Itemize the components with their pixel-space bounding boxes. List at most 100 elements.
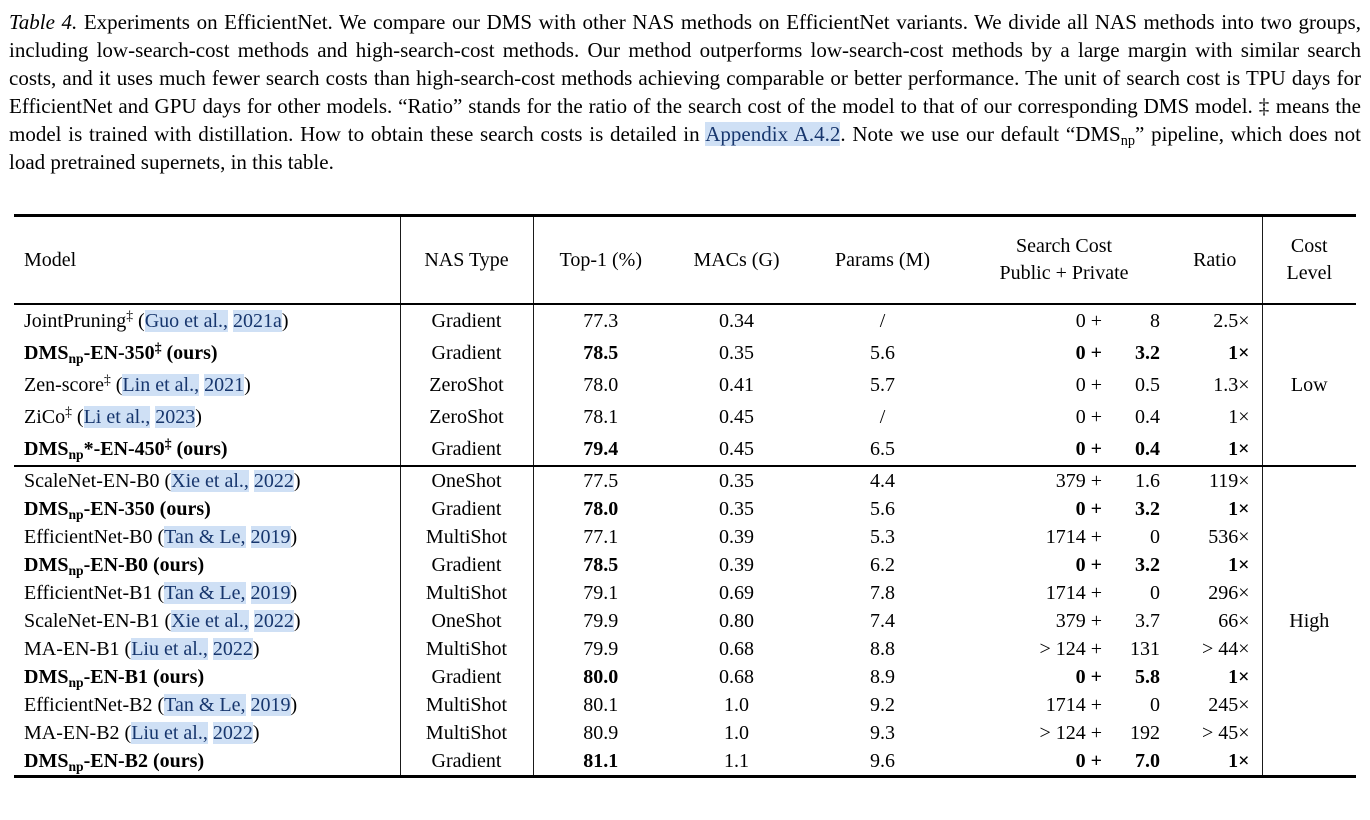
top1-cell: 80.0 (583, 666, 619, 688)
table-row: EfficientNet-B0 (Tan & Le, 2019) MultiSho… (14, 523, 1356, 551)
search-cost-public: 1714 + (1045, 526, 1102, 548)
macs-cell: 0.41 (719, 374, 754, 396)
text-segment: EfficientNet-B0 ( (24, 526, 165, 548)
params-cell: 5.3 (870, 526, 895, 548)
params-cell: 6.2 (870, 554, 895, 576)
nas-type-cell: OneShot (400, 607, 534, 635)
citation-link[interactable]: 2019 (250, 526, 291, 548)
citation-link[interactable]: Liu et al., (131, 722, 208, 744)
search-cost-private: 0 (1150, 582, 1160, 604)
search-cost-header-line2: Public + Private (999, 262, 1129, 284)
model-cell: DMSnp-EN-350 (ours) (14, 495, 401, 523)
citation-link[interactable]: Xie et al., (171, 610, 249, 632)
search-cost-public: 379 + (1055, 610, 1102, 632)
table-row: Zen-score‡ (Lin et al., 2021) ZeroShot 78.… (14, 369, 1356, 401)
citation-link[interactable]: Guo et al., (144, 310, 229, 332)
citation-link[interactable]: Tan & Le, (164, 694, 246, 716)
table-row: DMSnp*-EN-450‡ (ours) Gradient 79.4 0.45 6.5… (14, 433, 1356, 466)
search-cost-cell: > 124 + 192 (960, 719, 1168, 747)
column-header-params: Params (M) (805, 215, 960, 305)
macs-cell: 1.1 (724, 750, 749, 772)
column-header-model: Model (14, 215, 401, 305)
search-cost-private: 3.2 (1135, 498, 1160, 520)
nas-type-cell: MultiShot (400, 719, 534, 747)
top1-cell: 79.4 (583, 438, 619, 460)
text-segment (246, 694, 251, 716)
search-cost-public: 0 + (1075, 438, 1102, 460)
citation-link[interactable]: 2022 (253, 610, 294, 632)
text-segment: DMS (24, 554, 69, 576)
search-cost-public: 0 + (1075, 666, 1102, 688)
search-cost-header-line1: Search Cost (1015, 235, 1113, 257)
cost-level-cell: Low (1261, 304, 1356, 466)
appendix-link[interactable]: Appendix A.4.2 (705, 122, 841, 146)
citation-link[interactable]: 2022 (212, 638, 253, 660)
page: Table 4. Experiments on EfficientNet. We… (9, 10, 1361, 778)
text-segment: DMS (24, 438, 69, 460)
search-cost-private: 131 (1130, 638, 1160, 660)
citation-link[interactable]: Tan & Le, (164, 526, 246, 548)
nas-type-cell: Gradient (400, 433, 534, 466)
search-cost-public: 0 + (1075, 750, 1102, 772)
citation-link[interactable]: 2021 (204, 374, 245, 396)
top1-cell: 79.1 (583, 582, 619, 604)
search-cost-cell: 379 + 3.7 (960, 607, 1168, 635)
ratio-cell: > 44× (1201, 638, 1250, 660)
search-cost-private: 8 (1150, 310, 1160, 332)
params-cell: 5.6 (870, 498, 895, 520)
table-row: DMSnp-EN-350‡ (ours) Gradient 78.5 0.35 5.6 0… (14, 337, 1356, 369)
text-segment: ScaleNet-EN-B0 ( (24, 470, 172, 492)
table-header: Model NAS Type Top-1 (%) MACs (G) Params… (14, 215, 1356, 305)
table-row: ZiCo‡ (Li et al., 2023) ZeroShot 78.1 0.45/… (14, 401, 1356, 433)
search-cost-cell: 0 + 0.4 (960, 401, 1168, 433)
search-cost-private: 0 (1150, 694, 1160, 716)
citation-link[interactable]: 2019 (250, 694, 291, 716)
citation-link[interactable]: Liu et al., (131, 638, 208, 660)
text-segment: ) (293, 610, 301, 632)
citation-link[interactable]: 2022 (253, 470, 294, 492)
citation-link[interactable]: Xie et al., (171, 470, 249, 492)
citation-link[interactable]: Li et al., (83, 406, 151, 428)
params-cell: 9.2 (870, 694, 895, 716)
citation-link[interactable]: Tan & Le, (164, 582, 246, 604)
search-cost-public: 0 + (1075, 374, 1102, 396)
model-cell: Zen-score‡ (Lin et al., 2021) (14, 369, 401, 401)
table-row: ScaleNet-EN-B0 (Xie et al., 2022) OneShot… (14, 465, 1356, 777)
model-cell: ScaleNet-EN-B1 (Xie et al., 2022) (14, 607, 401, 635)
search-cost-private: 0.5 (1135, 374, 1160, 396)
column-header-nas-type: NAS Type (400, 215, 534, 305)
text-segment (246, 526, 251, 548)
text-segment: (ours) (161, 342, 218, 364)
search-cost-private: 192 (1130, 722, 1160, 744)
search-cost-cell: 0 + 8 (960, 304, 1168, 337)
search-cost-public: 0 + (1075, 310, 1102, 332)
text-segment (246, 582, 251, 604)
citation-link[interactable]: 2019 (250, 582, 291, 604)
ratio-cell: 1× (1228, 666, 1250, 688)
macs-cell: 0.39 (719, 526, 754, 548)
params-cell: 7.8 (870, 582, 895, 604)
search-cost-private: 0 (1150, 526, 1160, 548)
table-row: MA-EN-B1 (Liu et al., 2022) MultiShot 79.9… (14, 635, 1356, 663)
search-cost-cell: > 124 + 131 (960, 635, 1168, 663)
macs-cell: 0.68 (719, 666, 754, 688)
citation-link[interactable]: 2021a (233, 310, 282, 332)
model-cell: DMSnp*-EN-450‡ (ours) (14, 433, 401, 466)
model-cell: DMSnp-EN-B1 (ours) (14, 663, 401, 691)
params-cell: 8.9 (870, 666, 895, 688)
model-cell: MA-EN-B2 (Liu et al., 2022) (14, 719, 401, 747)
table-row: EfficientNet-B1 (Tan & Le, 2019) MultiSho… (14, 579, 1356, 607)
citation-link[interactable]: 2022 (212, 722, 253, 744)
text-segment: DMS (24, 498, 69, 520)
params-cell: / (879, 406, 886, 428)
search-cost-cell: 0 + 3.2 (960, 551, 1168, 579)
nas-type-cell: Gradient (400, 747, 534, 777)
column-header-top1: Top-1 (%) (533, 215, 668, 305)
text-segment: np (68, 446, 84, 462)
top1-cell: 78.5 (583, 342, 619, 364)
citation-link[interactable]: Lin et al., (122, 374, 200, 396)
search-cost-private: 3.2 (1135, 554, 1160, 576)
text-segment: np (68, 350, 84, 366)
citation-link[interactable]: 2023 (155, 406, 196, 428)
top1-cell: 80.1 (583, 694, 619, 716)
